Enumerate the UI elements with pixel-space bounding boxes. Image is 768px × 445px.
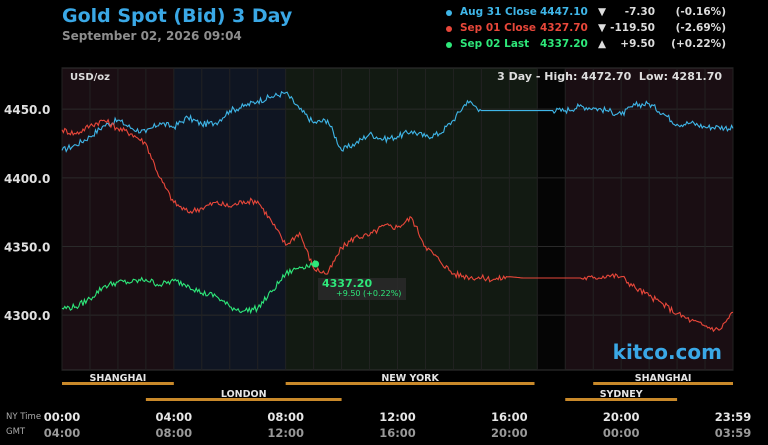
legend-dot (446, 26, 452, 32)
last-price-box (318, 278, 406, 300)
series-line-aug-31 (61, 90, 734, 153)
x-tick-ny: 12:00 (379, 410, 416, 424)
legend-row-aug31: Aug 31 Close 4447.10 ▼ -7.30 (-0.16%) (440, 6, 760, 22)
legend-arrow: ▲ (598, 38, 607, 50)
x-tick-ny: 20:00 (603, 410, 640, 424)
session-label-top: SHANGHAI (635, 373, 692, 384)
last-price-change: +9.50 (+0.22%) (336, 289, 401, 298)
legend-pct: (-2.69%) (675, 22, 726, 34)
session-bar-top (593, 382, 733, 385)
legend-change: +9.50 (620, 38, 655, 50)
y-tick-label: 4400.0 (4, 172, 50, 186)
legend-pct: (+0.22%) (671, 38, 726, 50)
session-label-top: NEW YORK (381, 373, 439, 384)
legend: Aug 31 Close 4447.10 ▼ -7.30 (-0.16%) Se… (440, 6, 760, 54)
series-lines (61, 90, 734, 333)
legend-value: 4327.70 (540, 22, 588, 34)
session-label-top: SHANGHAI (90, 373, 147, 384)
legend-change: -119.50 (610, 22, 655, 34)
last-price-marker (312, 260, 320, 268)
x-tick-gmt: 20:00 (491, 426, 528, 440)
y-tick-label: 4300.0 (4, 309, 50, 323)
range-stats: 3 Day - High: 4472.70 Low: 4281.70 (497, 70, 722, 83)
unit-label: USD/oz (70, 72, 110, 83)
x-axis-ticks: 00:00 04:00 04:00 08:00 08:00 12:00 12:00 16:00… (44, 410, 752, 440)
grid (61, 68, 734, 370)
session-band (285, 68, 538, 370)
ny-time-label: NY Time (6, 412, 41, 422)
x-tick-ny: 04:00 (156, 410, 193, 424)
session-bar-bottom (565, 398, 678, 401)
session-bars: SHANGHAI NEW YORK SHANGHAI LONDON SYDNEY (62, 373, 733, 401)
y-tick-label: 4450.0 (4, 103, 50, 117)
legend-name: Sep 02 Last (460, 38, 530, 50)
legend-arrow: ▼ (598, 22, 607, 34)
y-axis-ticks: 4300.0 4350.0 4400.0 4450.0 (4, 103, 50, 323)
y-tick-label: 4350.0 (4, 240, 50, 254)
legend-dot (446, 10, 452, 16)
chart-date: September 02, 2026 09:04 (62, 29, 242, 43)
watermark: kitco.com (613, 340, 722, 364)
x-tick-gmt: 00:00 (603, 426, 640, 440)
legend-row-sep02: Sep 02 Last 4337.20 ▲ +9.50 (+0.22%) (440, 38, 760, 54)
session-band (537, 68, 566, 370)
x-tick-gmt: 04:00 (44, 426, 81, 440)
session-bar-top (285, 382, 535, 385)
legend-value: 4447.10 (540, 6, 588, 18)
session-label-bottom: SYDNEY (600, 389, 643, 400)
legend-pct: (-0.16%) (675, 6, 726, 18)
x-tick-gmt: 12:00 (267, 426, 304, 440)
legend-row-sep01: Sep 01 Close 4327.70 ▼ -119.50 (-2.69%) (440, 22, 760, 38)
x-tick-gmt: 16:00 (379, 426, 416, 440)
last-price-callout: 4337.20 +9.50 (+0.22%) (312, 260, 406, 300)
legend-arrow: ▼ (598, 6, 607, 18)
session-bar-bottom (145, 398, 342, 401)
x-tick-ny: 00:00 (44, 410, 81, 424)
session-bar-top (62, 382, 174, 385)
legend-change: -7.30 (624, 6, 655, 18)
x-tick-ny: 16:00 (491, 410, 528, 424)
series-line-sep-02 (61, 259, 317, 315)
chart-title: Gold Spot (Bid) 3 Day (62, 5, 293, 27)
legend-dot (446, 42, 452, 48)
legend-value: 4337.20 (540, 38, 588, 50)
x-tick-ny: 08:00 (267, 410, 304, 424)
x-tick-ny: 23:59 (715, 410, 752, 424)
session-label-bottom: LONDON (221, 389, 267, 400)
x-tick-gmt: 03:59 (715, 426, 752, 440)
x-tick-gmt: 08:00 (156, 426, 193, 440)
legend-name: Aug 31 Close (460, 6, 537, 18)
last-price-value: 4337.20 (322, 277, 372, 290)
gmt-label: GMT (6, 427, 26, 437)
series-line-sep-01 (61, 118, 734, 333)
legend-name: Sep 01 Close (460, 22, 537, 34)
